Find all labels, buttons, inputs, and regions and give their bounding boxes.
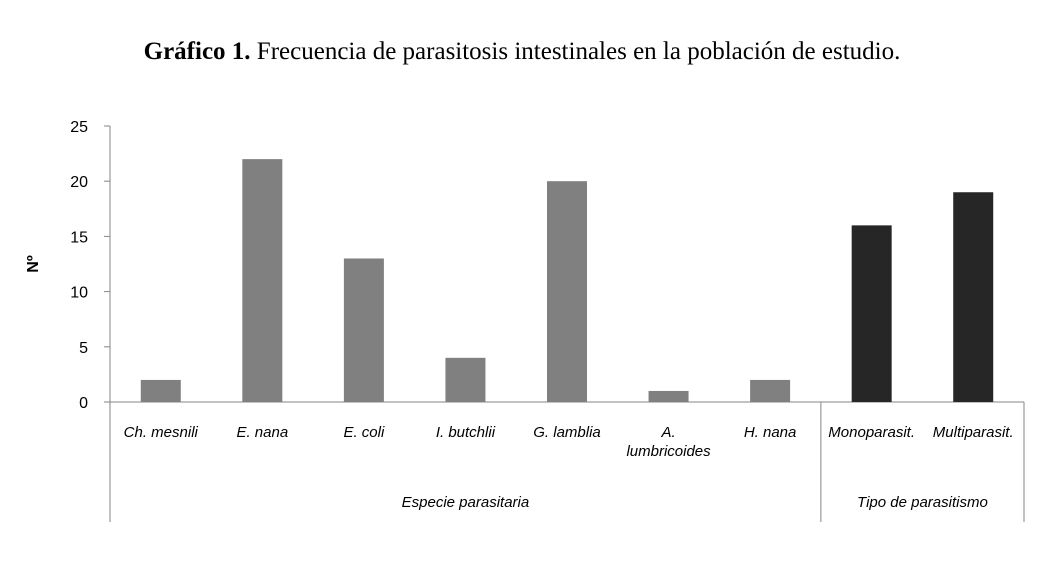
bar xyxy=(343,258,384,402)
y-tick-label: 15 xyxy=(70,229,88,246)
bar xyxy=(140,379,181,402)
bar xyxy=(648,390,689,402)
bar xyxy=(547,181,587,402)
y-tick-label: 0 xyxy=(79,395,88,412)
category-label: Ch. mesnili xyxy=(124,424,199,441)
group-label: Especie parasitaria xyxy=(402,494,530,511)
bar xyxy=(750,379,791,402)
bar xyxy=(242,159,283,402)
category-label: E. nana xyxy=(236,424,288,441)
category-label: A. lumbricoides xyxy=(626,424,711,460)
bar xyxy=(851,225,892,402)
category-label: Multiparasit. xyxy=(933,424,1014,441)
chart-title-text: Frecuencia de parasitosis intestinales e… xyxy=(256,38,901,65)
category-label: Monoparasit. xyxy=(828,424,915,441)
y-tick-label: 25 xyxy=(70,119,88,136)
y-tick-label: 20 xyxy=(70,174,88,191)
category-label: H. nana xyxy=(744,424,797,441)
y-tick-label: 5 xyxy=(79,340,88,357)
bars xyxy=(140,159,994,402)
group-label: Tipo de parasitismo xyxy=(857,494,988,511)
category-label: E. coli xyxy=(343,424,385,441)
chart-title-bold: Gráfico 1. xyxy=(143,38,251,65)
y-axis-label: Nº xyxy=(25,255,42,273)
bar xyxy=(953,192,994,402)
category-label: I. butchlii xyxy=(436,424,496,441)
chart-title: Gráfico 1. Frecuencia de parasitosis int… xyxy=(0,38,1044,66)
y-tick-label: 10 xyxy=(70,285,88,302)
labels: 0 5 10 15 20 25 Nº Especie parasitaria Tipo de p… xyxy=(25,119,1014,511)
category-label: G. lamblia xyxy=(533,424,601,441)
bar xyxy=(445,357,486,402)
